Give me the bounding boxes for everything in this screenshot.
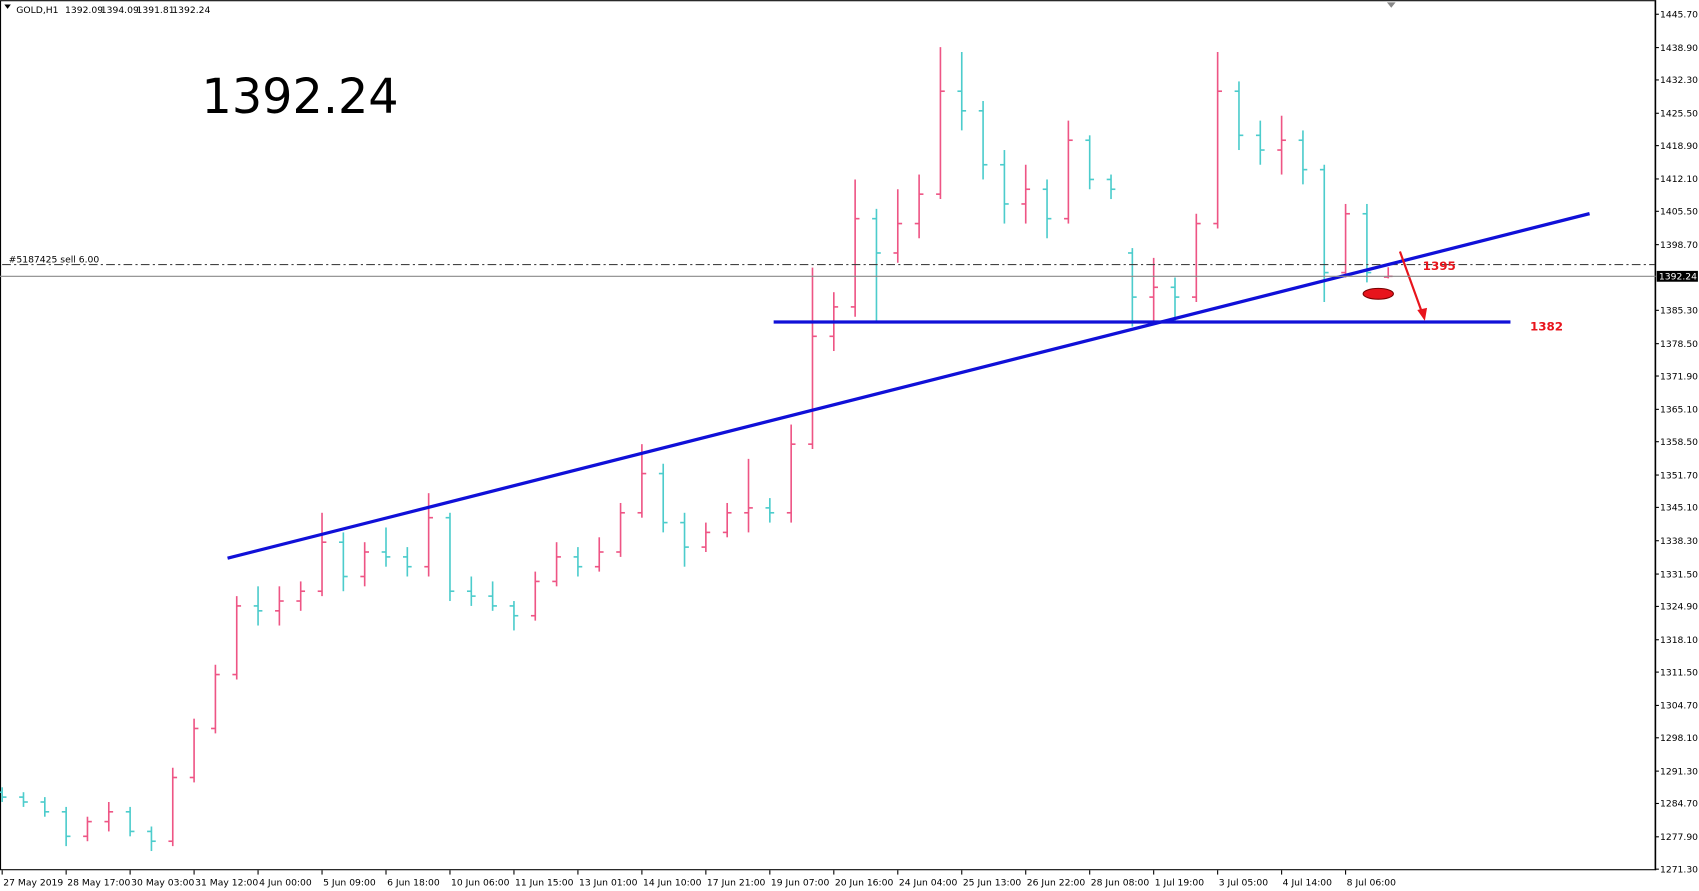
- x-tick-label: 14 Jun 10:00: [643, 877, 702, 888]
- x-tick-label: 10 Jun 06:00: [451, 877, 510, 888]
- x-tick-label: 4 Jun 00:00: [259, 877, 312, 888]
- price-callout: 1392.24: [202, 70, 399, 125]
- y-tick-label: 1304.70: [1660, 701, 1698, 712]
- arrow-shaft[interactable]: [1398, 251, 1424, 315]
- x-tick-label: 31 May 12:00: [195, 877, 258, 888]
- price-bars: [0, 47, 1393, 852]
- arrow-head: [1417, 307, 1428, 321]
- y-tick-label: 1358.50: [1660, 437, 1698, 448]
- x-tick-label: 28 Jun 08:00: [1091, 877, 1150, 888]
- x-tick-label: 20 Jun 16:00: [835, 877, 894, 888]
- y-tick-label: 1351.70: [1660, 470, 1698, 481]
- x-tick-label: 5 Jun 09:00: [323, 877, 376, 888]
- price-tag: [1656, 270, 1698, 282]
- y-tick-label: 1412.10: [1660, 174, 1698, 185]
- x-tick-label: 28 May 17:00: [67, 877, 130, 888]
- target-lower: 1382: [1530, 320, 1563, 334]
- shift-marker[interactable]: [1386, 2, 1396, 8]
- y-tick-label: 1311.50: [1660, 667, 1698, 678]
- x-tick-label: 25 Jun 13:00: [963, 877, 1022, 888]
- y-tick-label: 1432.30: [1660, 75, 1698, 86]
- x-tick-label: 6 Jun 18:00: [387, 877, 440, 888]
- y-tick-label: 1277.90: [1660, 832, 1698, 843]
- y-tick-label: 1284.70: [1660, 799, 1698, 810]
- x-tick-label: 17 Jun 21:00: [707, 877, 766, 888]
- menu-arrow[interactable]: [4, 4, 11, 9]
- y-tick-label: 1271.30: [1660, 864, 1698, 875]
- y-tick-label: 1405.50: [1660, 207, 1698, 218]
- header-low: 1391.81: [137, 5, 175, 16]
- x-tick-label: 30 May 03:00: [131, 877, 194, 888]
- y-tick-label: 1425.50: [1660, 109, 1698, 120]
- header-close: 1392.24: [172, 5, 210, 16]
- x-tick-label: 1 Jul 19:00: [1155, 877, 1204, 888]
- x-tick-label: 27 May 2019: [3, 877, 63, 888]
- x-tick-label: 4 Jul 14:00: [1283, 877, 1332, 888]
- y-tick-label: 1418.90: [1660, 141, 1698, 152]
- y-tick-label: 1331.50: [1660, 569, 1698, 580]
- order-label: #5187425 sell 6.00: [9, 254, 100, 265]
- target-upper: 1395: [1423, 259, 1456, 273]
- y-tick-label: 1398.70: [1660, 240, 1698, 251]
- y-tick-label: 1298.10: [1660, 733, 1698, 744]
- x-tick-label: 11 Jun 15:00: [515, 877, 574, 888]
- x-tick-label: 26 Jun 22:00: [1027, 877, 1086, 888]
- y-tick-label: 1338.30: [1660, 536, 1698, 547]
- x-tick-label: 3 Jul 05:00: [1219, 877, 1268, 888]
- header-open: 1392.09: [65, 5, 103, 16]
- y-tick-label: 1318.10: [1660, 635, 1698, 646]
- x-tick-label: 24 Jun 04:00: [899, 877, 958, 888]
- trend-line[interactable]: [227, 212, 1590, 560]
- y-tick-label: 1385.30: [1660, 306, 1698, 317]
- y-tick-label: 1345.10: [1660, 503, 1698, 514]
- plot-frame: [0, 0, 1656, 871]
- header-high: 1394.09: [101, 5, 139, 16]
- price-tag-label: 1392.24: [1659, 272, 1697, 283]
- y-tick-label: 1324.90: [1660, 602, 1698, 613]
- y-tick-label: 1291.30: [1660, 766, 1698, 777]
- y-tick-label: 1445.70: [1660, 9, 1698, 20]
- symbol-label: GOLD,H1: [16, 5, 58, 16]
- x-tick-label: 8 Jul 06:00: [1347, 877, 1396, 888]
- y-tick-label: 1365.10: [1660, 405, 1698, 416]
- x-tick-label: 19 Jun 07:00: [771, 877, 830, 888]
- y-tick-label: 1438.90: [1660, 43, 1698, 54]
- highlight-ellipse[interactable]: [1362, 287, 1394, 300]
- x-tick-label: 13 Jun 01:00: [579, 877, 638, 888]
- y-tick-label: 1371.90: [1660, 371, 1698, 382]
- y-tick-label: 1378.50: [1660, 339, 1698, 350]
